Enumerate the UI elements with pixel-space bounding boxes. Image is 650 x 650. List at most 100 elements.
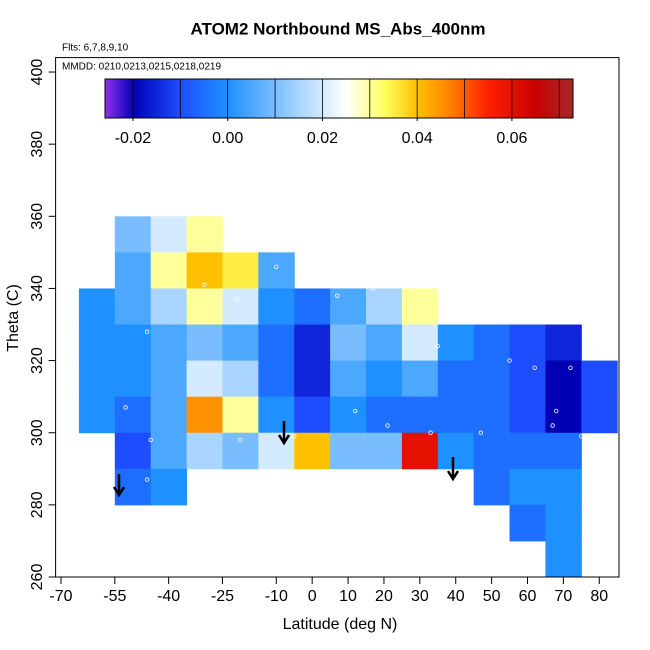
x-tick-label: 70 [554,588,572,605]
cell [473,324,511,362]
cell [294,288,331,326]
cell [509,468,546,506]
x-tick-label: 30 [411,588,429,605]
cell [473,360,511,398]
cell [509,396,546,434]
sample-point [123,405,128,410]
dates-note: MMDD: 0210,0213,0215,0218,0219 [62,62,221,73]
cell [509,504,546,542]
cell [114,360,152,398]
cell [545,540,582,578]
x-tick-label: -70 [49,588,72,605]
cell [545,360,582,398]
cell [545,396,582,434]
cell [437,396,475,434]
cell [473,396,511,434]
arrows [112,421,460,498]
cell [401,432,439,470]
cell [366,432,403,470]
arrow-head [446,470,460,482]
cell [114,252,152,289]
cell [509,324,546,362]
cell [330,396,367,434]
x-tick-label: 20 [375,588,393,605]
cell [114,396,152,434]
sample-point [568,365,573,370]
sample-point [202,282,207,288]
y-tick-label: 400 [29,59,46,86]
cell [581,360,618,398]
cell [366,288,403,326]
y-axis-label: Theta (C) [5,284,22,352]
cell [330,288,367,326]
arrow-head [277,434,291,446]
cell [294,360,331,398]
cell [78,396,116,434]
cell [222,432,259,470]
sample-point [238,437,243,443]
x-tick-label: 0 [308,588,317,605]
axes: -70 -55 -40 -25 -10 0 10 20 30 40 50 60 70 80 260 280 30… [29,57,620,605]
cell [401,288,439,326]
cell [222,360,259,398]
cell [294,432,331,470]
sample-point [292,434,297,439]
cell [222,252,259,289]
y-tick-label: 320 [29,347,46,374]
cell [437,324,475,362]
colorbar-tick-label: 0.04 [402,130,433,147]
cell [545,324,582,362]
cell [437,360,475,398]
cell [509,432,546,470]
cell [366,396,403,434]
sample-points [123,264,584,482]
cell [114,432,152,470]
cell [545,504,582,542]
cell [150,252,188,289]
colorbar: -0.02 0.00 0.02 0.04 0.06 [104,78,574,147]
colorbar-tick-label: -0.02 [115,130,152,147]
x-tick-label: -10 [265,588,288,605]
cell [150,432,188,470]
x-axis-label: Latitude (deg N) [283,616,398,633]
cell [114,468,152,506]
cell [114,288,152,326]
y-tick-label: 280 [29,491,46,518]
y-tick-label: 340 [29,275,46,302]
cell [437,432,475,470]
y-tick-label: 380 [29,131,46,158]
cell [150,216,188,253]
cell [222,288,259,326]
sample-point [554,408,559,414]
cell [78,360,116,398]
sample-point [234,297,240,302]
sample-point [274,264,279,270]
sample-point [507,358,512,363]
sample-point [370,286,376,291]
cell [330,324,367,362]
x-tick-label: 10 [339,588,357,605]
sample-point [428,430,433,435]
cell [401,396,439,434]
cell [258,288,295,326]
cell [473,468,511,506]
cell [186,324,223,362]
x-tick-label: -55 [103,588,126,605]
cell [545,432,582,470]
x-tick-label: 80 [590,588,608,605]
cell [186,396,223,434]
chart-title: ATOM2 Northbound MS_Abs_400nm [190,19,485,38]
sample-point [550,423,555,428]
cell [258,432,295,470]
sample-point [335,293,340,298]
cell [78,288,116,326]
x-tick-label: 60 [519,588,537,605]
x-tick-label: -25 [211,588,234,605]
sample-point [579,434,584,439]
cell [509,360,546,398]
colorbar-tick-label: 0.06 [496,130,527,147]
cell [294,396,331,434]
cell [186,216,223,253]
colorbar-tick-label: 0.00 [212,130,243,147]
